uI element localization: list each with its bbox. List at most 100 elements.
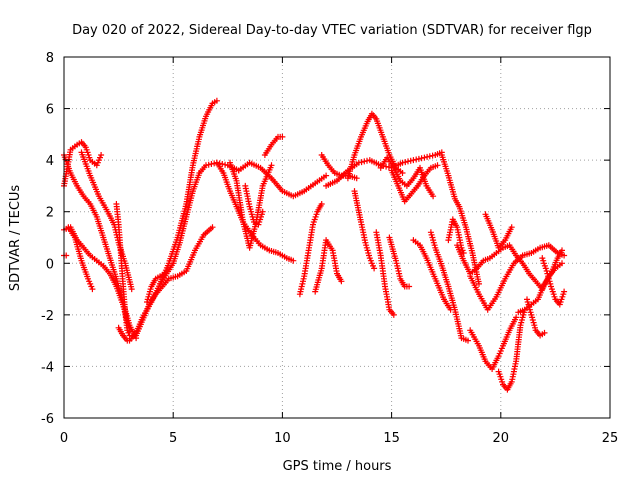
data-point: [484, 306, 491, 313]
data-point: [259, 208, 266, 215]
data-point: [524, 296, 530, 303]
interp-marker: [415, 155, 422, 162]
series-arc-12: [157, 159, 242, 287]
data-point: [495, 353, 502, 360]
data-point: [117, 250, 124, 256]
data-point: [301, 188, 308, 195]
series-arc-29: [427, 229, 471, 344]
data-point: [561, 288, 568, 295]
series-arc-9: [126, 97, 220, 344]
data-point: [209, 100, 216, 107]
data-point: [82, 144, 89, 151]
data-point: [410, 175, 417, 182]
data-point: [203, 113, 209, 120]
data-point: [213, 159, 220, 166]
series-arc-34: [467, 314, 520, 372]
data-point: [67, 146, 74, 153]
data-point: [500, 342, 506, 349]
data-point: [113, 283, 120, 290]
data-point: [526, 270, 533, 277]
data-point: [408, 190, 415, 197]
data-point: [170, 260, 177, 267]
data-point: [486, 255, 493, 262]
data-point: [67, 170, 74, 176]
data-point: [183, 268, 190, 274]
data-point: [351, 152, 358, 158]
series-arc-26: [388, 162, 441, 205]
data-point: [152, 291, 159, 298]
data-point: [473, 265, 480, 272]
data-point: [275, 250, 281, 256]
data-point: [98, 152, 105, 158]
data-point: [513, 314, 520, 321]
y-axis-label: SDTVAR / TECUs: [8, 185, 23, 292]
data-point: [427, 229, 434, 236]
data-point: [318, 201, 325, 207]
data-point: [325, 162, 332, 169]
data-point: [113, 201, 120, 207]
data-point: [559, 260, 565, 267]
data-point: [251, 219, 257, 225]
data-point: [537, 332, 544, 339]
data-point: [331, 170, 338, 176]
series-arc-28: [410, 237, 454, 313]
data-point: [257, 242, 264, 249]
series-arc-22: [344, 110, 406, 182]
data-point: [462, 224, 469, 231]
x-tick-label: 15: [383, 431, 400, 446]
series-arc-30: [438, 152, 482, 287]
data-point: [85, 275, 91, 282]
interp-marker: [211, 160, 218, 167]
data-point: [445, 172, 452, 179]
data-point: [495, 244, 502, 251]
data-point: [399, 159, 406, 166]
data-point: [89, 286, 96, 293]
series-arc-15: [235, 159, 330, 200]
data-point: [410, 157, 417, 164]
data-point: [364, 118, 371, 125]
series-arc-14: [227, 159, 275, 251]
series-arc-36: [495, 306, 528, 393]
data-point: [539, 255, 546, 262]
data-point: [261, 152, 268, 158]
data-point: [279, 133, 286, 140]
y-tick-label: 0: [46, 257, 54, 272]
data-point: [305, 247, 312, 254]
data-point: [423, 182, 430, 189]
data-point: [519, 260, 526, 267]
data-point: [71, 234, 78, 241]
data-point: [456, 203, 463, 210]
data-point: [480, 257, 487, 264]
data-point: [399, 170, 406, 176]
data-point: [467, 327, 474, 334]
interp-marker: [426, 153, 433, 160]
data-point: [438, 152, 445, 158]
data-point: [438, 262, 445, 269]
data-point: [93, 213, 100, 220]
data-point: [323, 237, 330, 244]
data-point: [344, 175, 351, 182]
data-point: [513, 358, 520, 365]
data-point: [323, 172, 330, 179]
data-point: [373, 229, 380, 236]
data-point: [421, 172, 428, 179]
x-tick-label: 25: [602, 431, 619, 446]
data-point: [358, 219, 364, 225]
data-point: [532, 278, 539, 285]
data-point: [454, 242, 461, 249]
data-point: [209, 224, 216, 231]
data-point: [377, 164, 384, 171]
series-arc-16: [242, 182, 266, 228]
data-point: [139, 317, 146, 323]
data-point: [268, 141, 275, 148]
series-arc-5: [65, 224, 96, 293]
x-tick-label: 20: [493, 431, 510, 446]
data-point: [532, 327, 539, 334]
data-point: [87, 252, 94, 259]
series-arc-21: [323, 149, 445, 189]
data-point: [334, 177, 340, 184]
y-tick-label: 6: [46, 103, 54, 118]
data-point: [196, 133, 203, 140]
data-point: [80, 244, 87, 251]
data-point: [493, 293, 500, 300]
